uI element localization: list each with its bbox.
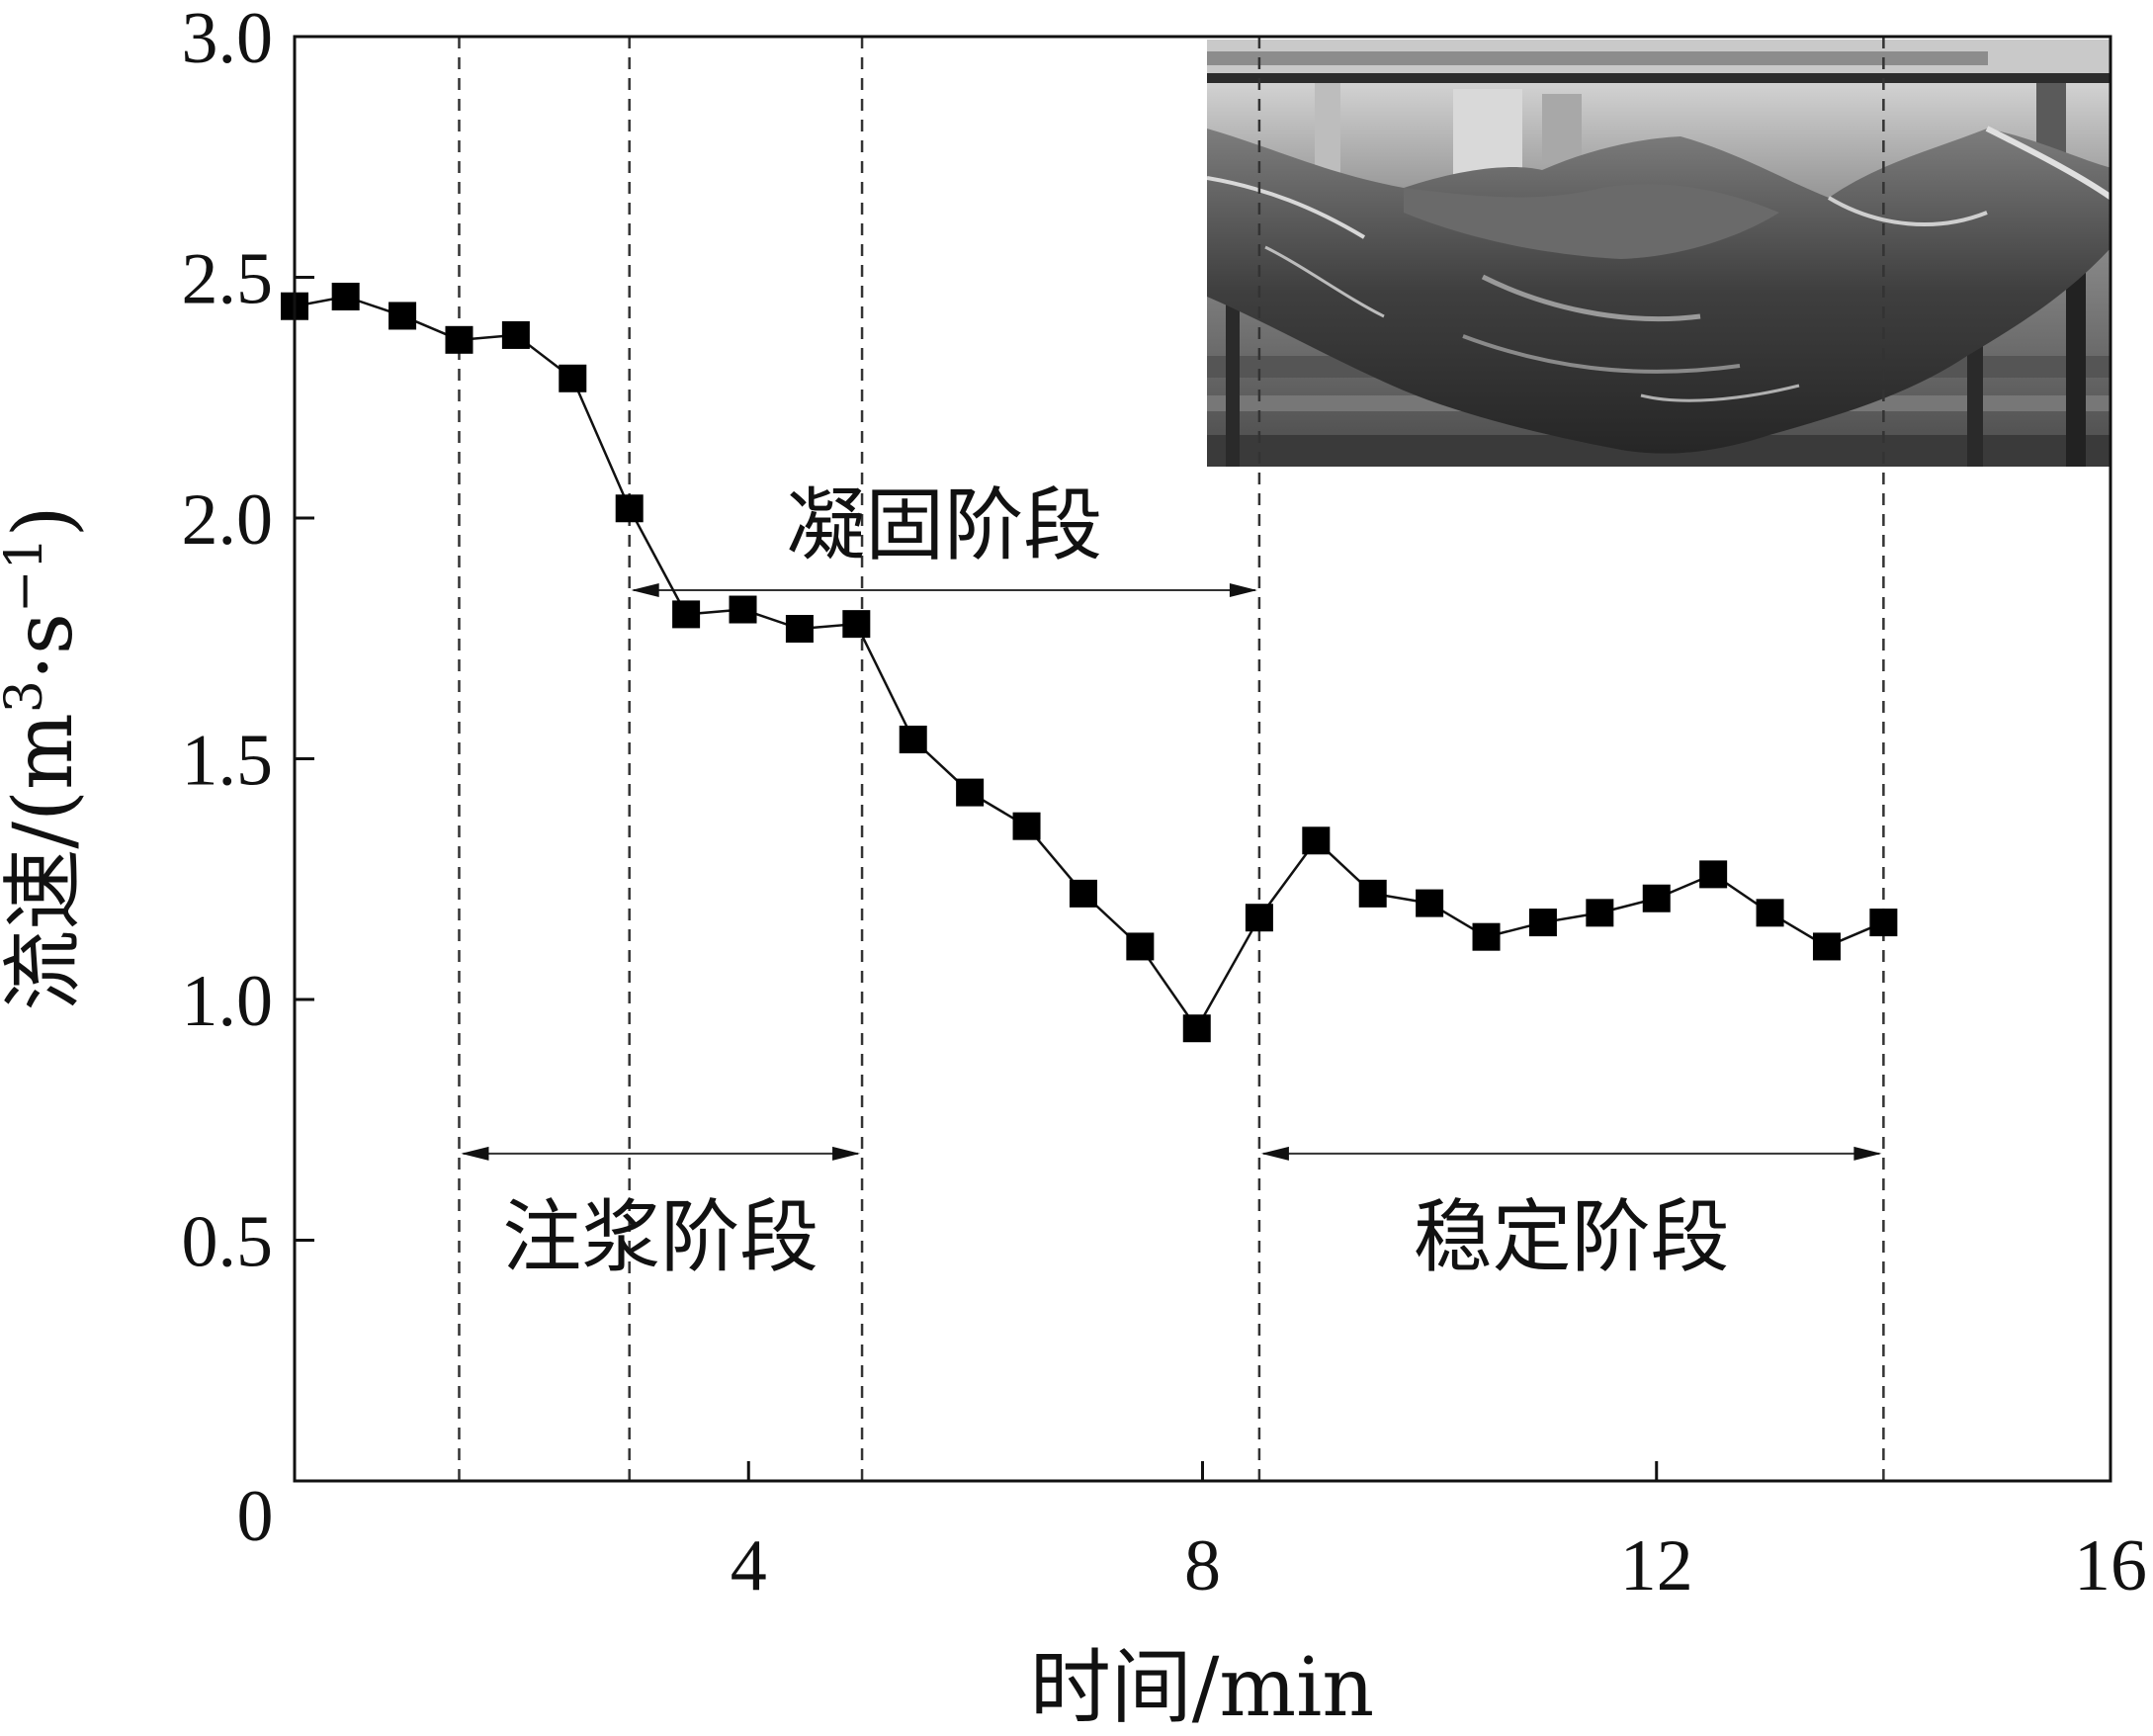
data-point-24 bbox=[1642, 884, 1671, 912]
x-axis-ticks: 0 4 8 12 16 bbox=[237, 1461, 2147, 1606]
data-point-2 bbox=[388, 302, 417, 330]
y-axis-ticks: 0.5 1.0 1.5 2.0 2.5 3.0 bbox=[182, 0, 314, 1283]
stage-arrow-head-right-2 bbox=[1853, 1146, 1882, 1161]
data-point-12 bbox=[956, 778, 985, 807]
y-axis-title-end: ) bbox=[0, 505, 91, 537]
data-point-28 bbox=[1869, 909, 1898, 937]
data-point-7 bbox=[672, 600, 701, 629]
y-tick-label-0: 0.5 bbox=[182, 1202, 274, 1283]
stage-arrow-head-right-1 bbox=[1229, 583, 1257, 598]
data-point-13 bbox=[1012, 812, 1041, 840]
x-tick-label-3: 12 bbox=[1620, 1525, 1693, 1606]
y-tick-label-4: 2.5 bbox=[182, 239, 274, 320]
data-point-18 bbox=[1302, 826, 1331, 855]
y-tick-label-5: 3.0 bbox=[182, 0, 274, 79]
data-point-21 bbox=[1472, 922, 1501, 951]
x-axis-title: 时间/min bbox=[1030, 1641, 1374, 1735]
stage-arrow-head-left-2 bbox=[1260, 1146, 1289, 1161]
inset-photo bbox=[1207, 40, 2111, 467]
y-axis-title-sup2: −1 bbox=[0, 537, 54, 613]
data-point-4 bbox=[501, 320, 530, 349]
y-axis-title-sup1: 3 bbox=[0, 680, 54, 713]
data-point-5 bbox=[559, 364, 587, 392]
stage-label-1: 凝固阶段 bbox=[786, 479, 1102, 571]
stage-arrow-head-right-0 bbox=[832, 1146, 861, 1161]
flow-rate-markers bbox=[281, 282, 1898, 1043]
data-point-17 bbox=[1245, 904, 1273, 932]
data-point-9 bbox=[785, 615, 814, 644]
data-point-14 bbox=[1069, 879, 1097, 908]
y-tick-label-3: 2.0 bbox=[182, 479, 274, 561]
data-point-22 bbox=[1528, 909, 1557, 937]
y-tick-label-1: 1.0 bbox=[182, 961, 274, 1042]
data-point-27 bbox=[1812, 932, 1841, 961]
data-point-23 bbox=[1586, 899, 1614, 927]
data-point-10 bbox=[842, 610, 871, 639]
y-tick-label-2: 1.5 bbox=[182, 721, 274, 802]
data-point-11 bbox=[899, 726, 927, 754]
y-axis-title-main: 流速/(m bbox=[0, 713, 91, 1010]
stage-label-2: 稳定阶段 bbox=[1414, 1191, 1730, 1283]
stage-arrow-head-left-0 bbox=[461, 1146, 489, 1161]
data-point-3 bbox=[445, 325, 474, 354]
data-point-19 bbox=[1358, 879, 1387, 908]
data-point-8 bbox=[729, 595, 757, 624]
y-axis-title: 流速/(m3·s−1) bbox=[0, 505, 91, 1010]
stage-arrow-head-left-1 bbox=[631, 583, 659, 598]
data-point-20 bbox=[1416, 889, 1444, 917]
data-point-1 bbox=[331, 282, 360, 310]
y-axis-title-mid: ·s bbox=[0, 613, 91, 680]
data-point-26 bbox=[1756, 899, 1784, 927]
x-tick-label-4: 16 bbox=[2074, 1525, 2147, 1606]
data-point-16 bbox=[1182, 1014, 1211, 1043]
data-point-15 bbox=[1126, 932, 1155, 961]
stage-label-0: 注浆阶段 bbox=[502, 1191, 818, 1283]
x-tick-label-0: 0 bbox=[237, 1476, 274, 1557]
x-tick-label-1: 4 bbox=[731, 1525, 767, 1606]
data-point-25 bbox=[1699, 860, 1728, 889]
x-tick-label-2: 8 bbox=[1184, 1525, 1221, 1606]
data-point-6 bbox=[615, 494, 644, 523]
